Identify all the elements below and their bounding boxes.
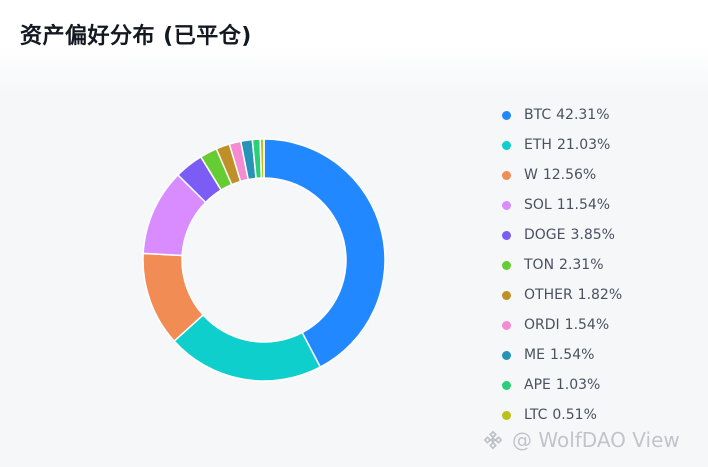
legend-percent: 2.31% (559, 257, 604, 273)
legend-item-w[interactable]: W 12.56% (502, 160, 702, 190)
legend-percent: 42.31% (556, 107, 610, 123)
donut-slice-eth (173, 313, 322, 382)
legend-label: ME (524, 347, 545, 363)
legend-label: OTHER (524, 287, 573, 303)
legend-percent: 0.51% (552, 407, 597, 423)
legend-color-dot (502, 380, 511, 390)
legend-item-btc[interactable]: BTC 42.31% (502, 100, 702, 130)
legend-color-dot (502, 140, 511, 150)
legend-label: ORDI (524, 317, 560, 333)
donut-slice-btc (263, 138, 386, 369)
legend-percent: 21.03% (556, 137, 611, 153)
legend-label: APE (524, 377, 551, 393)
legend-percent: 3.85% (570, 227, 615, 243)
binance-logo-icon (483, 430, 503, 450)
legend-color-dot (502, 170, 511, 180)
donut-chart (142, 138, 386, 382)
legend-item-ordi[interactable]: ORDI 1.54% (502, 310, 702, 340)
legend-item-sol[interactable]: SOL 11.54% (502, 190, 702, 220)
legend-label: SOL (524, 197, 552, 213)
legend-color-dot (502, 200, 511, 210)
legend-color-dot (502, 350, 511, 360)
watermark: @ WolfDAO View (482, 428, 680, 452)
legend-color-dot (502, 110, 511, 120)
legend-percent: 12.56% (542, 167, 597, 183)
legend-color-dot (502, 320, 511, 330)
donut-slice-ltc (259, 138, 265, 179)
legend-percent: 11.54% (556, 197, 611, 213)
legend-item-ltc[interactable]: LTC 0.51% (502, 400, 702, 430)
legend-label: BTC (524, 107, 552, 123)
chart-title: 资产偏好分布 (已平仓) (20, 24, 252, 49)
legend-item-other[interactable]: OTHER 1.82% (502, 280, 702, 310)
chart-legend: BTC 42.31% ETH 21.03% W 12.56% SOL 11.54% DOGE 3.… (502, 100, 702, 430)
legend-item-ton[interactable]: TON 2.31% (502, 250, 702, 280)
legend-color-dot (502, 410, 511, 420)
legend-percent: 1.82% (577, 287, 623, 303)
legend-item-eth[interactable]: ETH 21.03% (502, 130, 702, 160)
legend-item-me[interactable]: ME 1.54% (502, 340, 702, 370)
legend-color-dot (502, 290, 511, 300)
legend-label: TON (524, 257, 555, 273)
watermark-text: @ WolfDAO View (512, 428, 680, 452)
legend-label: W (524, 167, 538, 183)
legend-label: DOGE (524, 227, 566, 243)
legend-label: LTC (524, 407, 548, 423)
legend-percent: 1.54% (549, 347, 595, 363)
legend-color-dot (502, 260, 511, 270)
legend-percent: 1.03% (555, 377, 601, 393)
legend-item-ape[interactable]: APE 1.03% (502, 370, 702, 400)
legend-percent: 1.54% (564, 317, 610, 333)
legend-item-doge[interactable]: DOGE 3.85% (502, 220, 702, 250)
legend-label: ETH (524, 137, 552, 153)
legend-color-dot (502, 230, 511, 240)
